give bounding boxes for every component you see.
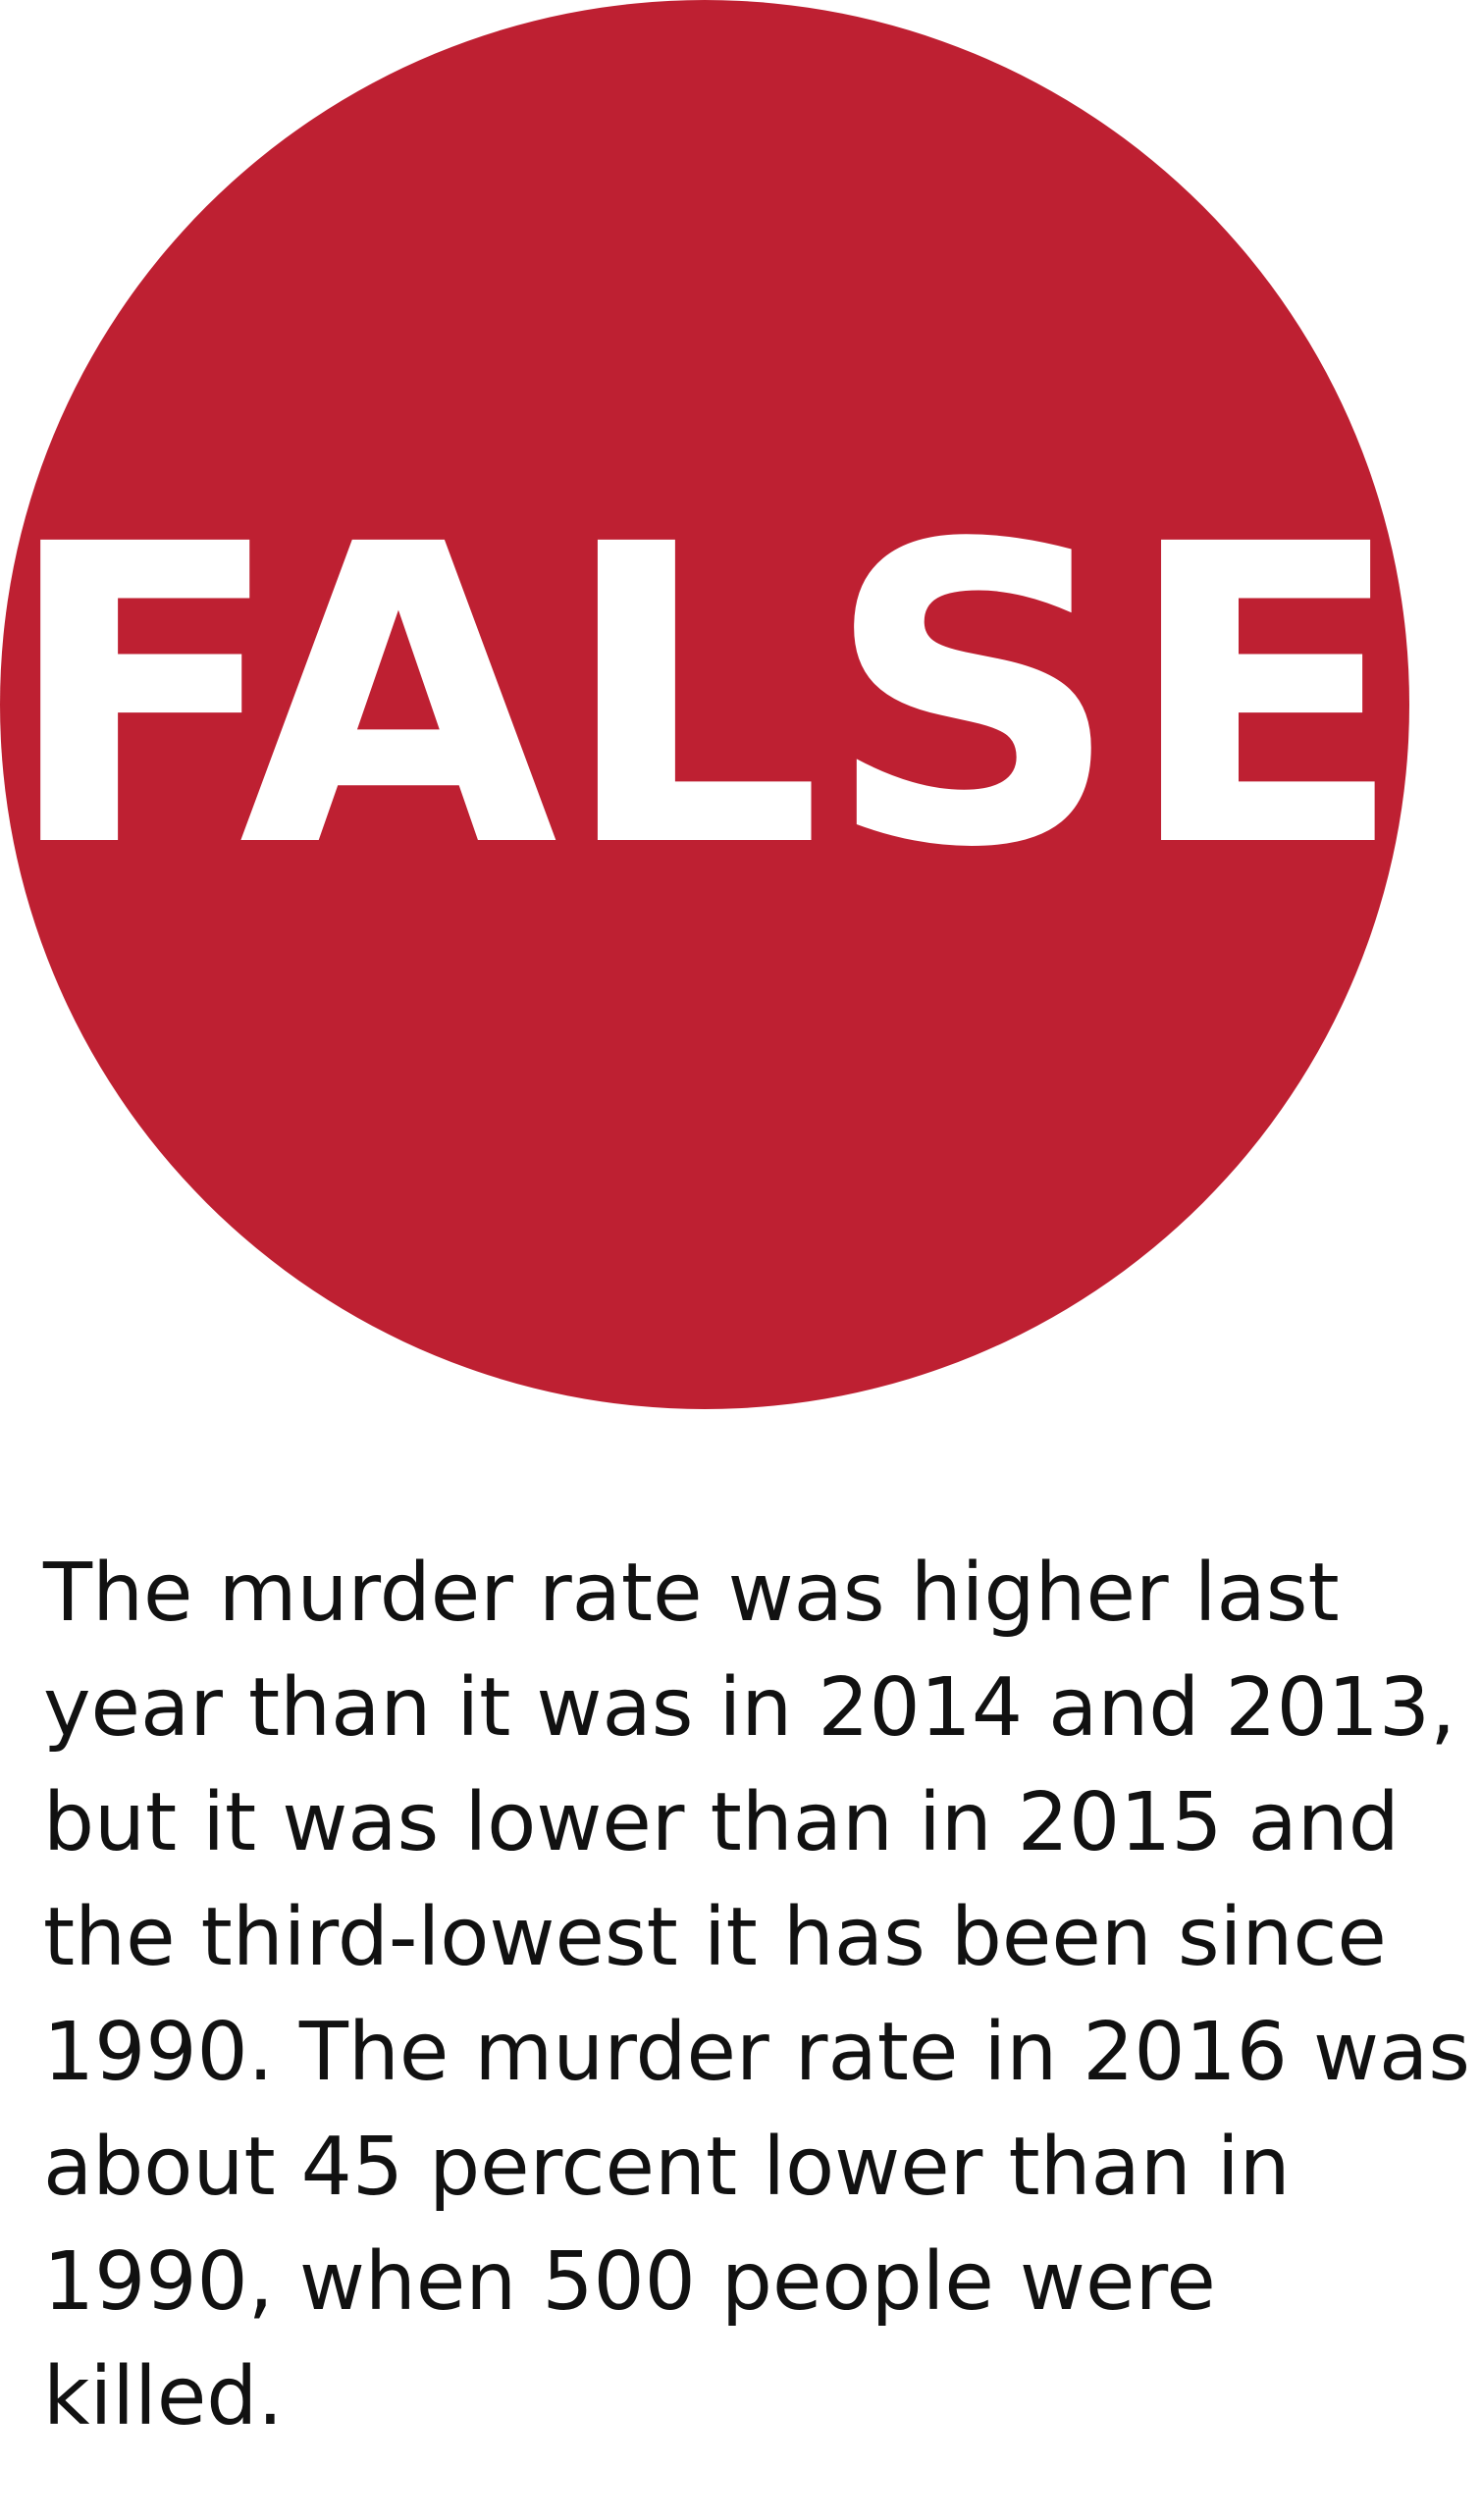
verdict-badge: FALSE (0, 0, 1409, 1409)
explanation-text: The murder rate was higher last year tha… (43, 1547, 1471, 2443)
verdict-label: FALSE (2, 458, 1407, 938)
